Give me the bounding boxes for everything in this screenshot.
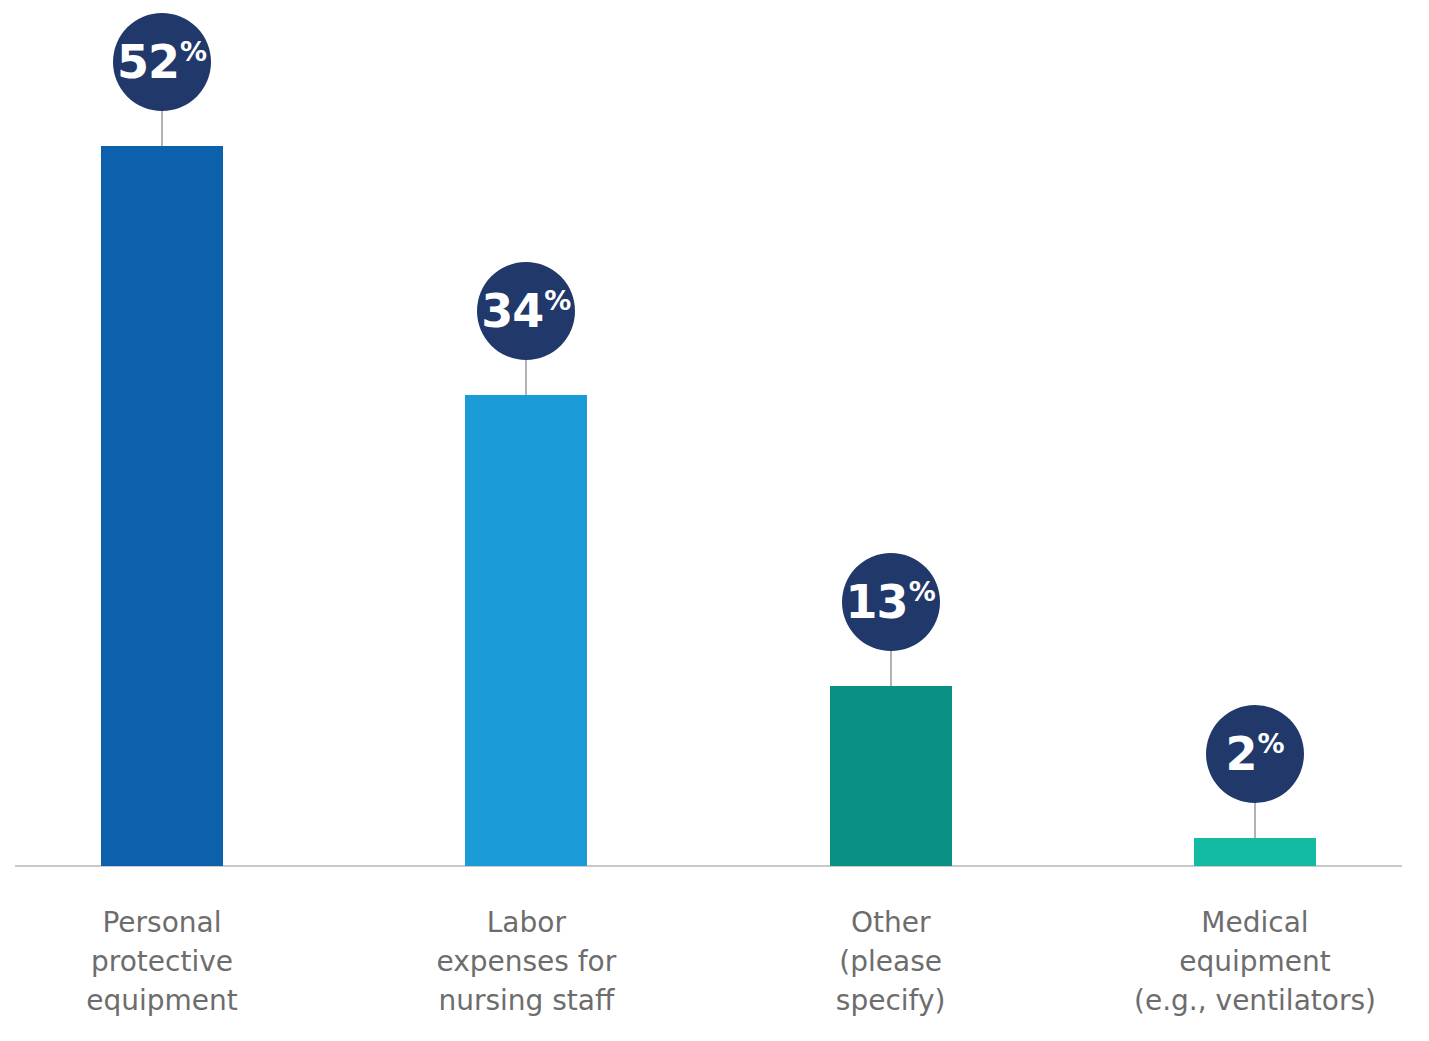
- value-label: 52: [117, 39, 179, 85]
- bar: [101, 146, 223, 866]
- value-label: 2: [1225, 731, 1256, 777]
- bar-group: 2% Medical equipment (e.g., ventilators): [1075, 0, 1429, 1041]
- bar: [830, 686, 952, 866]
- bar-chart: 52% Personal protective equipment 34% La…: [0, 0, 1429, 1041]
- value-label: 13: [846, 579, 908, 625]
- value-badge: 13%: [842, 553, 940, 651]
- category-label: Other (please specify): [711, 903, 1071, 1020]
- connector-line: [161, 110, 163, 146]
- bar-group: 52% Personal protective equipment: [0, 0, 342, 1041]
- value-badge: 2%: [1206, 705, 1304, 803]
- percent-sign: %: [180, 38, 207, 65]
- connector-line: [890, 650, 892, 686]
- bar: [465, 395, 587, 866]
- bar: [1194, 838, 1316, 866]
- category-label: Medical equipment (e.g., ventilators): [1075, 903, 1429, 1020]
- connector-line: [1254, 802, 1256, 838]
- percent-sign: %: [1257, 730, 1284, 757]
- category-label: Personal protective equipment: [0, 903, 342, 1020]
- category-label: Labor expenses for nursing staff: [346, 903, 706, 1020]
- value-badge: 52%: [113, 13, 211, 111]
- bar-group: 13% Other (please specify): [711, 0, 1071, 1041]
- value-label: 34: [481, 288, 543, 334]
- percent-sign: %: [544, 287, 571, 314]
- percent-sign: %: [909, 578, 936, 605]
- value-badge: 34%: [477, 262, 575, 360]
- connector-line: [525, 359, 527, 395]
- bar-group: 34% Labor expenses for nursing staff: [346, 0, 706, 1041]
